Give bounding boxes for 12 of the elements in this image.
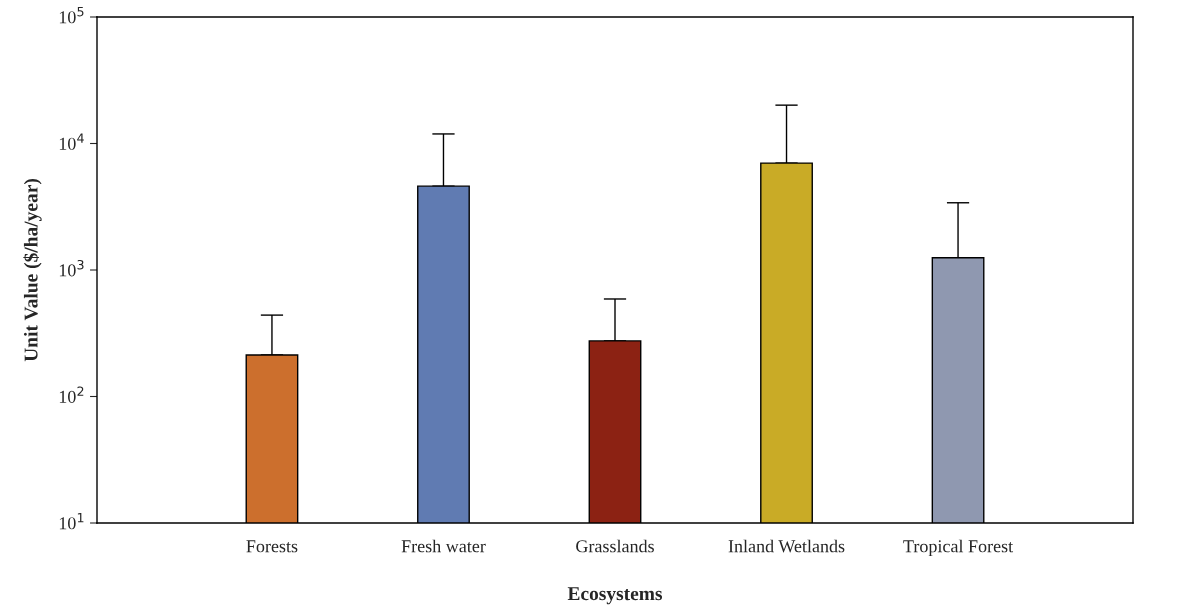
y-tick-label: 10$^{4}$ (59, 133, 84, 150)
y-axis-title: Unit Value ($/ha/year) (23, 179, 42, 362)
x-axis-title: Ecosystems (567, 587, 663, 605)
y-tick-label: 10$^{1}$ (59, 513, 84, 530)
x-tick-label: Tropical Forest (903, 539, 1014, 557)
x-tick-label: Inland Wetlands (728, 539, 845, 553)
x-tick-label: Grasslands (576, 539, 654, 553)
x-tick-label: Forests (246, 540, 298, 553)
y-tick-label: 10$^{3}$ (59, 259, 84, 277)
y-tick-label: 10$^{5}$ (59, 7, 84, 24)
x-tick-label: Fresh water (401, 539, 486, 553)
y-tick-label: 10$^{2}$ (59, 386, 84, 403)
